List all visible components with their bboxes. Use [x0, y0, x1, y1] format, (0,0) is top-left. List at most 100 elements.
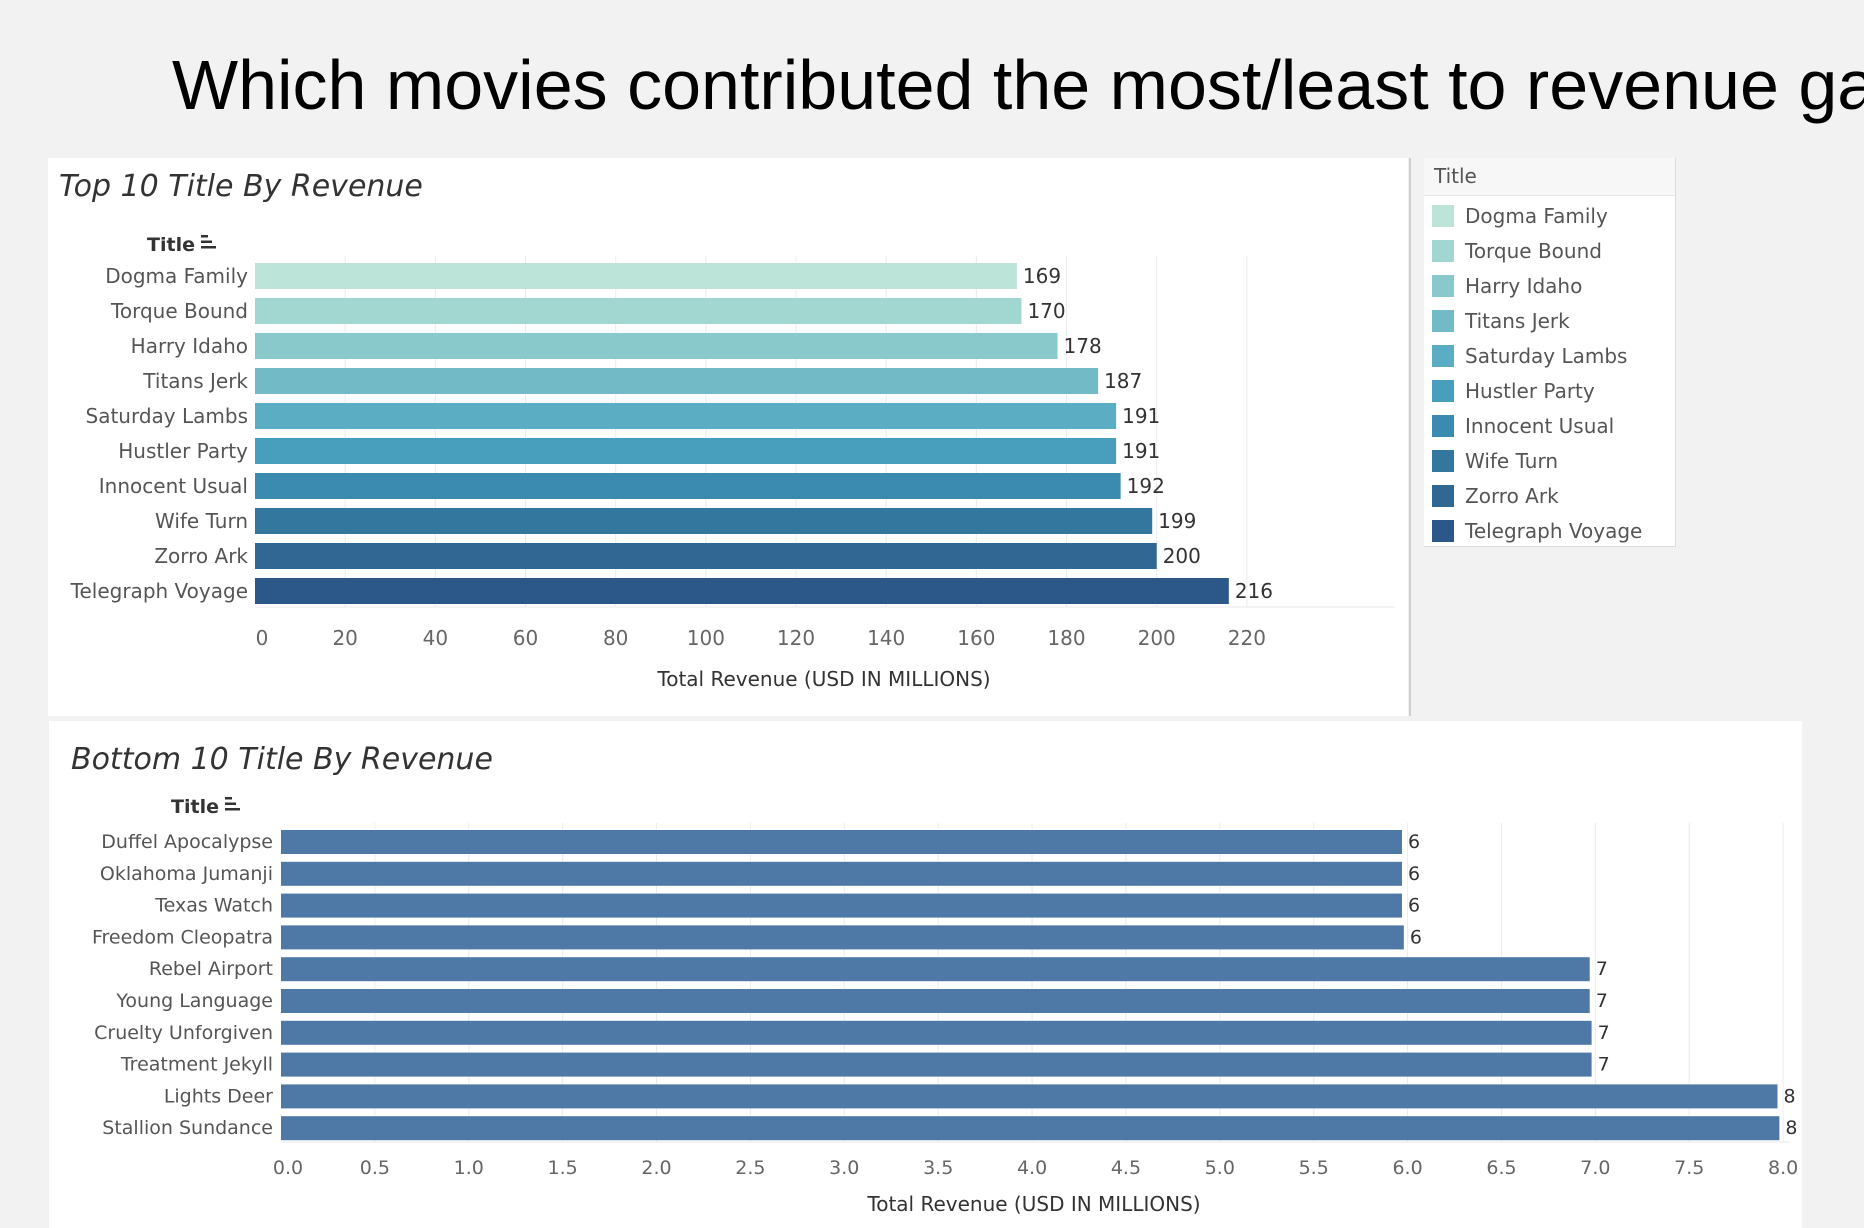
bottom-x-tick-label: 3.5 [923, 1157, 953, 1179]
bottom-sort-icon-bar [225, 808, 240, 811]
top-sort-icon-bar [201, 235, 208, 238]
top-bar-chart: Title Dogma Family 169 Torque Bound 170 Harry… [70, 234, 1395, 691]
top-data-label: 178 [1064, 334, 1102, 358]
legend-item[interactable]: Telegraph Voyage [1428, 514, 1673, 549]
top-x-tick-label: 40 [423, 626, 448, 650]
bottom-data-label: 6 [1408, 895, 1420, 917]
top-x-tick-label: 60 [513, 626, 538, 650]
bottom-bar [281, 1084, 1778, 1109]
legend-item[interactable]: Wife Turn [1428, 444, 1673, 479]
legend-item[interactable]: Hustler Party [1428, 374, 1673, 409]
bottom-category-label: Young Language [115, 990, 273, 1012]
legend-swatch [1432, 380, 1454, 402]
bottom-category-label: Duffel Apocalypse [101, 831, 273, 853]
bottom-x-tick-label: 7.5 [1674, 1157, 1704, 1179]
legend-swatch [1432, 415, 1454, 437]
top-data-label: 199 [1158, 509, 1196, 533]
bottom-data-label: 6 [1408, 863, 1420, 885]
legend-swatch [1432, 240, 1454, 262]
top-category-label: Innocent Usual [99, 474, 248, 498]
legend-item[interactable]: Saturday Lambs [1428, 339, 1673, 374]
bottom-x-tick-label: 8.0 [1768, 1157, 1798, 1179]
bottom-x-tick-label: 6.5 [1486, 1157, 1516, 1179]
bottom-category-label: Freedom Cleopatra [92, 926, 273, 948]
top-bar [255, 438, 1117, 464]
top-chart-panel: Top 10 Title By Revenue Title Dogma Famil… [48, 158, 1408, 716]
top-bar [255, 403, 1117, 429]
legend-swatch [1432, 345, 1454, 367]
color-legend: Title Dogma Family Torque Bound Harry Idah… [1424, 158, 1676, 547]
top-data-label: 170 [1027, 299, 1065, 323]
top-category-label: Saturday Lambs [86, 404, 248, 428]
bottom-data-label: 7 [1596, 990, 1608, 1012]
top-x-tick-label: 120 [777, 626, 815, 650]
top-x-tick-label: 100 [687, 626, 725, 650]
top-bar [255, 473, 1121, 499]
legend-swatch [1432, 520, 1454, 542]
top-data-label: 192 [1127, 474, 1165, 498]
legend-item[interactable]: Harry Idaho [1428, 269, 1673, 304]
bottom-x-tick-label: 5.5 [1299, 1157, 1329, 1179]
top-category-label: Dogma Family [105, 264, 248, 288]
bottom-bar [281, 1116, 1780, 1141]
top-sort-icon-bar [201, 240, 212, 243]
bottom-chart-title: Bottom 10 Title By Revenue [71, 742, 493, 777]
top-category-label: Hustler Party [118, 439, 248, 463]
bottom-bar-chart: Title Duffel Apocalypse 6 Oklahoma Jumanji 6… [92, 796, 1798, 1216]
legend-item[interactable]: Titans Jerk [1428, 304, 1673, 339]
legend-swatch [1432, 275, 1454, 297]
bottom-bar [281, 861, 1402, 886]
bottom-sort-icon-bar [225, 802, 236, 805]
top-x-tick-label: 0 [256, 626, 269, 650]
legend-label: Telegraph Voyage [1465, 519, 1643, 543]
bottom-x-tick-label: 7.0 [1580, 1157, 1610, 1179]
bottom-category-label: Treatment Jekyll [120, 1054, 273, 1076]
legend-label: Zorro Ark [1465, 484, 1559, 508]
legend-item[interactable]: Zorro Ark [1428, 479, 1673, 514]
top-bar [255, 298, 1022, 324]
top-category-label: Harry Idaho [131, 334, 248, 358]
legend-item[interactable]: Innocent Usual [1428, 409, 1673, 444]
legend-item[interactable]: Torque Bound [1428, 234, 1673, 269]
bottom-category-label: Cruelty Unforgiven [94, 1022, 273, 1044]
top-data-label: 169 [1023, 264, 1061, 288]
panel-divider [1409, 158, 1411, 716]
top-x-axis-title: Total Revenue (USD IN MILLIONS) [656, 667, 990, 691]
legend-item[interactable]: Dogma Family [1428, 199, 1673, 234]
bottom-x-tick-label: 5.0 [1205, 1157, 1235, 1179]
top-chart-title: Top 10 Title By Revenue [59, 169, 423, 204]
bottom-sort-icon [225, 797, 240, 811]
bottom-y-axis-header: Title [171, 796, 219, 818]
top-bar [255, 543, 1157, 569]
top-x-tick-label: 80 [603, 626, 628, 650]
legend-label: Torque Bound [1465, 239, 1602, 263]
top-bar [255, 333, 1058, 359]
bottom-bar [281, 1020, 1592, 1045]
top-sort-icon [201, 235, 216, 249]
bottom-bar [281, 989, 1590, 1013]
legend-label: Hustler Party [1465, 379, 1595, 403]
bottom-category-label: Lights Deer [164, 1085, 273, 1107]
top-category-label: Telegraph Voyage [70, 579, 248, 603]
bottom-data-label: 8 [1783, 1085, 1795, 1107]
bottom-x-tick-label: 0.0 [273, 1157, 303, 1179]
bottom-category-label: Stallion Sundance [102, 1117, 273, 1139]
top-bar [255, 368, 1099, 394]
bottom-x-tick-label: 4.5 [1111, 1157, 1141, 1179]
top-data-label: 191 [1122, 439, 1160, 463]
bottom-category-label: Oklahoma Jumanji [100, 863, 273, 885]
bottom-bar [281, 925, 1404, 950]
top-category-label: Zorro Ark [154, 544, 248, 568]
top-x-tick-label: 180 [1047, 626, 1085, 650]
bottom-bar [281, 830, 1402, 854]
bottom-x-tick-label: 2.5 [735, 1157, 765, 1179]
bottom-x-tick-label: 6.0 [1392, 1157, 1422, 1179]
legend-swatch [1432, 485, 1454, 507]
top-bar [255, 578, 1229, 604]
bottom-x-axis-title: Total Revenue (USD IN MILLIONS) [866, 1192, 1200, 1216]
slide-title: Which movies contributed the most/least … [172, 46, 1864, 124]
top-sort-icon-bar [201, 246, 216, 249]
bottom-x-tick-label: 1.5 [548, 1157, 578, 1179]
bottom-x-tick-label: 1.0 [454, 1157, 484, 1179]
bottom-data-label: 8 [1785, 1117, 1797, 1139]
